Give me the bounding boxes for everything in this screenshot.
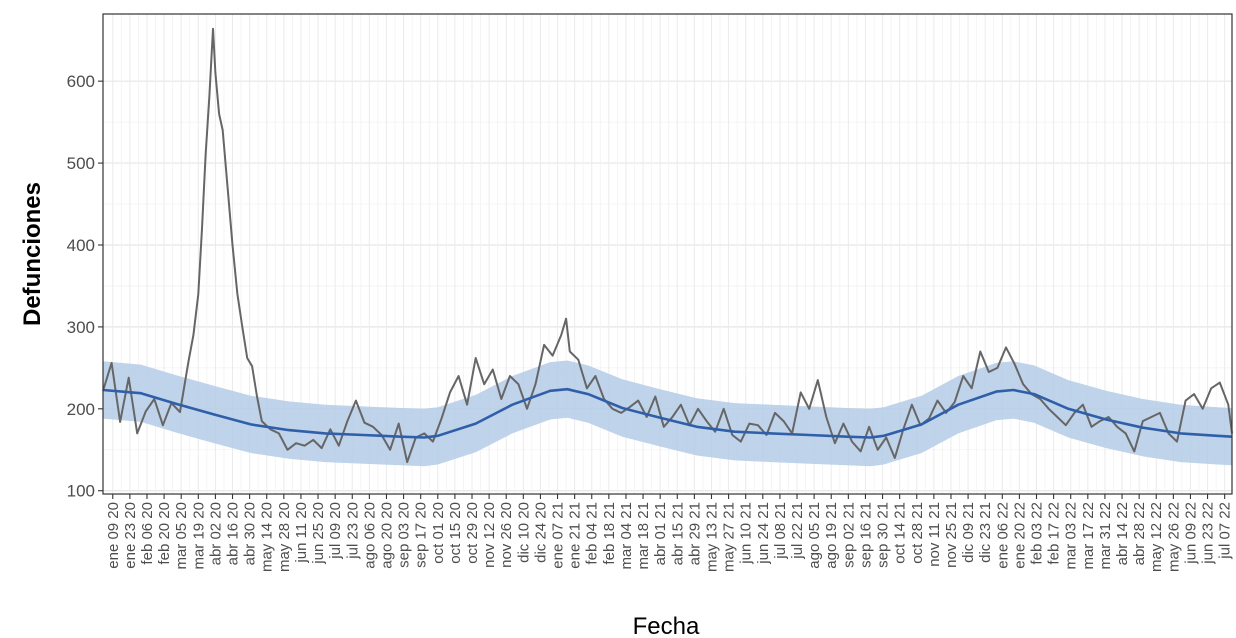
x-tick-label: ago 06 20 (361, 502, 378, 569)
x-axis-title: Fecha (633, 613, 700, 638)
x-tick-label: oct 29 20 (464, 502, 481, 564)
x-tick-label: nov 26 20 (498, 502, 515, 568)
x-tick-label: jul 08 21 (772, 502, 789, 560)
x-tick-label: sep 30 21 (875, 502, 892, 568)
x-tick-label: ago 19 21 (823, 502, 840, 569)
x-tick-label: nov 12 20 (481, 502, 498, 568)
baseline-series-line (102, 387, 1233, 439)
x-tick-label: mar 19 20 (190, 502, 207, 570)
x-tick-label: sep 17 20 (413, 502, 430, 568)
x-tick-label: jun 11 20 (293, 502, 310, 564)
x-tick-label: mar 17 22 (1080, 502, 1097, 570)
x-tick-label: ene 21 21 (567, 502, 584, 569)
x-tick-label: jun 09 22 (1183, 502, 1200, 565)
x-tick-label: ene 06 22 (994, 502, 1011, 569)
y-tick-label: 400 (67, 236, 95, 255)
observed-series-line (102, 27, 1233, 464)
panel-border (102, 13, 1233, 495)
x-tick-label: oct 28 21 (909, 502, 926, 564)
x-tick-label: abr 16 20 (225, 502, 242, 565)
x-tick-label: abr 15 21 (669, 502, 686, 565)
x-tick-label: feb 18 21 (601, 502, 618, 565)
x-tick-label: may 12 22 (1148, 502, 1165, 572)
x-tick-label: feb 03 22 (1029, 502, 1046, 565)
x-tick-label: jun 25 20 (310, 502, 327, 565)
x-tick-label: ene 09 20 (105, 502, 122, 569)
x-tick-label: nov 25 21 (943, 502, 960, 568)
series-lines (102, 27, 1233, 464)
x-tick-label: abr 28 22 (1131, 502, 1148, 565)
x-tick-label: jul 23 20 (344, 502, 361, 560)
y-axis: 100 200 300 400 500 600 (67, 72, 103, 501)
x-tick-label: abr 30 20 (242, 502, 259, 565)
x-tick-label: sep 02 21 (840, 502, 857, 568)
x-tick-label: jun 24 21 (755, 502, 772, 565)
x-tick-label: nov 11 21 (926, 502, 943, 567)
x-tick-label: sep 03 20 (396, 502, 413, 568)
x-tick-label: may 14 20 (259, 502, 276, 572)
x-tick-label: may 26 22 (1165, 502, 1182, 572)
x-tick-label: mar 31 22 (1097, 502, 1114, 570)
x-tick-label: dic 09 21 (960, 502, 977, 563)
y-axis-title: Defunciones (19, 182, 46, 326)
x-tick-label: may 27 21 (721, 502, 738, 572)
x-tick-label: ene 07 21 (550, 502, 567, 569)
x-tick-label: ene 20 22 (1011, 502, 1028, 569)
y-tick-label: 600 (67, 72, 95, 91)
x-tick-label: jul 09 20 (327, 502, 344, 560)
x-tick-label: jul 22 21 (789, 502, 806, 560)
x-tick-label: mar 05 20 (173, 502, 190, 570)
x-tick-label: mar 18 21 (635, 502, 652, 570)
x-tick-label: dic 24 20 (532, 502, 549, 563)
x-tick-label: dic 23 21 (977, 502, 994, 563)
x-tick-label: jun 10 21 (738, 502, 755, 565)
x-tick-label: feb 20 20 (156, 502, 173, 565)
x-tick-label: sep 16 21 (857, 502, 874, 568)
x-tick-label: oct 15 20 (447, 502, 464, 564)
x-tick-label: dic 10 20 (515, 502, 532, 563)
x-tick-label: abr 02 20 (207, 502, 224, 565)
x-tick-label: ago 05 21 (806, 502, 823, 569)
x-tick-label: abr 29 21 (686, 502, 703, 565)
x-axis: ene 09 20 ene 23 20 feb 06 20 feb 20 20 mar … (105, 494, 1234, 572)
x-tick-label: abr 14 22 (1114, 502, 1131, 565)
x-tick-label: may 28 20 (276, 502, 293, 572)
x-tick-label: jul 07 22 (1217, 502, 1234, 560)
x-tick-label: ene 23 20 (122, 502, 139, 569)
x-tick-label: jun 23 22 (1200, 502, 1217, 565)
y-tick-label: 500 (67, 154, 95, 173)
y-tick-label: 300 (67, 318, 95, 337)
x-tick-label: may 13 21 (704, 502, 721, 572)
panel-frame (102, 13, 1233, 495)
x-tick-label: mar 04 21 (618, 502, 635, 570)
x-tick-label: oct 14 21 (892, 502, 909, 564)
x-tick-label: oct 01 20 (430, 502, 447, 564)
x-tick-label: feb 06 20 (139, 502, 156, 565)
x-tick-label: abr 01 21 (652, 502, 669, 565)
y-tick-label: 100 (67, 482, 95, 501)
x-tick-label: mar 03 22 (1063, 502, 1080, 570)
y-tick-label: 200 (67, 400, 95, 419)
x-tick-label: feb 04 21 (584, 502, 601, 565)
x-tick-label: feb 17 22 (1046, 502, 1063, 565)
x-tick-label: ago 20 20 (379, 502, 396, 569)
